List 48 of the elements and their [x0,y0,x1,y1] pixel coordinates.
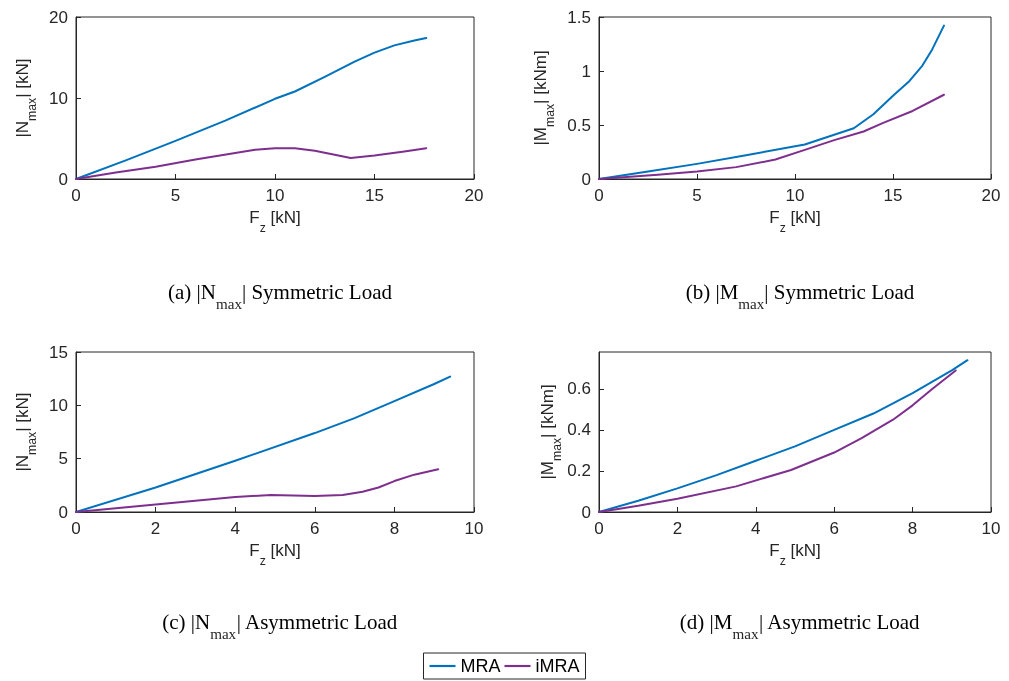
x-tick-label: 10 [265,186,285,205]
x-tick-label: 0 [71,186,81,205]
y-tick-label: 0 [581,169,591,189]
y-tick-label: 5 [58,449,68,469]
y-tick-label: 0 [58,169,68,189]
line-series [75,147,428,180]
y-tick-label: 20 [49,7,68,27]
x-tick-label: 15 [883,186,903,205]
y-tick-label: 0.6 [567,379,591,399]
x-tick-label: 8 [907,519,918,538]
x-tick-label: 0 [594,519,604,538]
y-tick-label: 10 [49,88,68,108]
line-series [598,93,945,180]
x-tick-label: 6 [310,519,320,538]
y-tick-label: 1 [581,61,591,81]
y-tick-label: 15 [49,342,68,362]
y-axis-title: |Nmax| [kN] [12,392,40,472]
x-tick-label: 8 [389,519,400,538]
x-tick-label: 2 [150,519,161,538]
legend-label: MRA [460,656,501,676]
x-tick-label: 10 [785,186,805,205]
x-tick-label: 4 [751,519,761,538]
y-tick-label: 0 [581,502,591,522]
y-axis-title: |Mmax| [kNm] [530,50,558,146]
x-tick-label: 6 [829,519,839,538]
legend-label: iMRA [535,656,580,676]
y-tick-label: 0.4 [567,420,591,440]
x-tick-label: 4 [230,519,240,538]
line-series [75,375,452,513]
x-tick-label: 10 [981,519,1001,538]
x-tick-label: 2 [672,519,683,538]
x-tick-label: 0 [594,186,604,205]
x-tick-label: 5 [692,186,702,205]
line-series [75,468,440,513]
y-tick-label: 1.5 [567,7,591,27]
y-tick-label: 10 [49,395,68,415]
line-series [75,37,428,180]
x-tick-label: 20 [464,186,484,205]
x-tick-label: 15 [365,186,384,205]
x-tick-label: 20 [981,186,1001,205]
y-axis-title: |Nmax| [kN] [12,58,40,138]
y-tick-label: 0.5 [567,115,591,135]
x-tick-label: 5 [170,186,181,205]
x-tick-label: 0 [71,519,81,538]
y-tick-label: 0 [58,502,68,522]
x-tick-label: 10 [464,519,484,538]
y-axis-title: |Mmax| [kNm] [537,384,565,480]
y-tick-label: 0.2 [567,461,591,481]
